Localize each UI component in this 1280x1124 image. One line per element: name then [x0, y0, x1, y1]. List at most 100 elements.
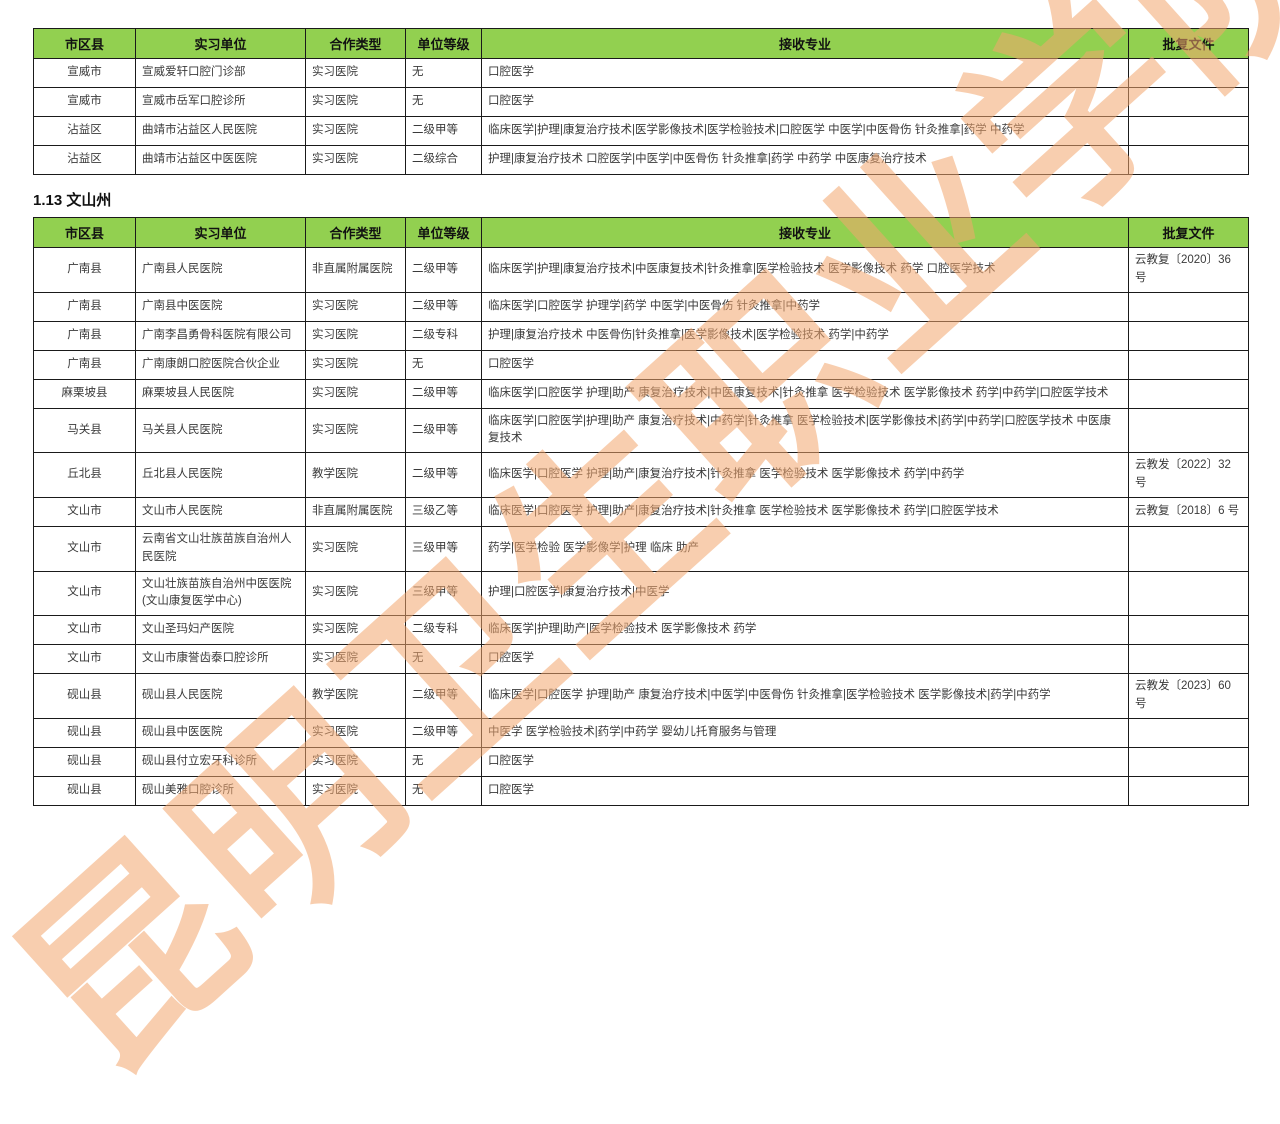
- cell-unit: 曲靖市沾益区人民医院: [135, 116, 306, 146]
- cell-level: 无: [405, 644, 482, 675]
- cell-type: 实习医院: [305, 644, 406, 675]
- cell-county: 砚山县: [33, 746, 136, 777]
- cell-type: 实习医院: [305, 775, 406, 806]
- cell-type: 实习医院: [305, 525, 406, 572]
- cell-majors: 口腔医学: [481, 775, 1129, 806]
- cell-county: 宣威市: [33, 87, 136, 117]
- cell-level: 二级甲等: [405, 673, 482, 719]
- cell-level: 三级甲等: [405, 570, 482, 617]
- cell-approval: [1128, 320, 1249, 351]
- cell-county: 砚山县: [33, 717, 136, 748]
- cell-majors: 临床医学|口腔医学|护理|助产 康复治疗技术|中药学|针灸推拿 医学检验技术|医…: [481, 407, 1129, 454]
- cell-type: 实习医院: [305, 407, 406, 454]
- cell-county: 砚山县: [33, 775, 136, 806]
- column-header: 实习单位: [135, 217, 306, 248]
- cell-approval: [1128, 746, 1249, 777]
- cell-type: 教学医院: [305, 452, 406, 498]
- cell-level: 无: [405, 87, 482, 117]
- column-header: 市区县: [33, 28, 136, 59]
- table-row: 广南县 广南康朗口腔医院合伙企业 实习医院无口腔医学: [33, 349, 1249, 380]
- cell-type: 实习医院: [305, 291, 406, 322]
- cell-level: 无: [405, 775, 482, 806]
- cell-approval: [1128, 58, 1249, 88]
- cell-majors: 临床医学|口腔医学 护理|助产|康复治疗技术|针灸推拿 医学检验技术 医学影像技…: [481, 452, 1129, 498]
- cell-county: 沾益区: [33, 116, 136, 146]
- cell-type: 实习医院: [305, 58, 406, 88]
- cell-type: 实习医院: [305, 87, 406, 117]
- cell-type: 教学医院: [305, 673, 406, 719]
- cell-county: 广南县: [33, 291, 136, 322]
- cell-level: 二级甲等: [405, 407, 482, 454]
- table-header-row: 市区县 实习单位 合作类型 单位等级 接收专业 批复文件: [33, 217, 1249, 248]
- table-row: 文山市 文山市人民医院 非直属附属医院 三级乙等 临床医学|口腔医学 护理|助产|康复治…: [33, 496, 1249, 527]
- cell-unit: 云南省文山壮族苗族自治州人民医院: [135, 525, 306, 572]
- cell-approval: 云教复〔2020〕36 号: [1128, 247, 1249, 293]
- cell-majors: 口腔医学: [481, 349, 1129, 380]
- cell-county: 马关县: [33, 407, 136, 454]
- table-header-row: 市区县 实习单位 合作类型 单位等级 接收专业 批复文件: [33, 28, 1249, 59]
- cell-level: 二级甲等: [405, 247, 482, 293]
- cell-majors: 口腔医学: [481, 87, 1129, 117]
- section-heading: 1.13 文山州: [33, 192, 112, 209]
- cell-type: 实习医院: [305, 320, 406, 351]
- cell-county: 文山市: [33, 525, 136, 572]
- cell-level: 二级甲等: [405, 452, 482, 498]
- table-row: 广南县 广南李昌勇骨科医院有限公司 实习医院 二级专科 护理|康复治疗技术 中医骨伤|针…: [33, 320, 1249, 351]
- cell-approval: [1128, 525, 1249, 572]
- cell-type: 非直属附属医院: [305, 247, 406, 293]
- cell-unit: 广南县中医医院: [135, 291, 306, 322]
- cell-unit: 麻栗坡县人民医院: [135, 378, 306, 409]
- cell-level: 二级专科: [405, 320, 482, 351]
- column-header: 接收专业: [481, 217, 1129, 248]
- cell-unit: 文山壮族苗族自治州中医医院(文山康复医学中心): [135, 570, 306, 617]
- cell-county: 宣威市: [33, 58, 136, 88]
- cell-majors: 口腔医学: [481, 644, 1129, 675]
- table-row: 砚山县 砚山县付立宏牙科诊所 实习医院无口腔医学: [33, 746, 1249, 777]
- cell-approval: [1128, 87, 1249, 117]
- table-row: 文山市 文山市康誉齿泰口腔诊所 实习医院无口腔医学: [33, 644, 1249, 675]
- cell-unit: 砚山县人民医院: [135, 673, 306, 719]
- cell-majors: 护理|口腔医学|康复治疗技术|中医学: [481, 570, 1129, 617]
- cell-majors: 药学|医学检验 医学影像学|护理 临床 助产: [481, 525, 1129, 572]
- cell-county: 文山市: [33, 570, 136, 617]
- column-header: 批复文件: [1128, 217, 1249, 248]
- cell-type: 实习医院: [305, 717, 406, 748]
- document-page: 市区县 实习单位 合作类型 单位等级 接收专业 批复文件 宣威市 宣威爱轩口腔门诊部 实习医院…: [33, 28, 1249, 806]
- cell-approval: [1128, 378, 1249, 409]
- cell-level: 二级甲等: [405, 291, 482, 322]
- cell-majors: 护理|康复治疗技术 中医骨伤|针灸推拿|医学影像技术|医学检验技术 药学|中药学: [481, 320, 1129, 351]
- cell-county: 沾益区: [33, 145, 136, 175]
- table-row: 砚山县 砚山县人民医院 教学医院 二级甲等 临床医学|口腔医学 护理|助产 康复治疗技术…: [33, 673, 1249, 719]
- cell-majors: 临床医学|口腔医学 护理|助产 康复治疗技术|中医康复技术|针灸推拿 医学检验技…: [481, 378, 1129, 409]
- cell-unit: 丘北县人民医院: [135, 452, 306, 498]
- column-header: 市区县: [33, 217, 136, 248]
- column-header: 单位等级: [405, 217, 482, 248]
- hospital-table-wenshan: 市区县 实习单位 合作类型 单位等级 接收专业 批复文件 广南县 广南县人民医院 非直属附属医…: [33, 217, 1249, 806]
- cell-unit: 广南康朗口腔医院合伙企业: [135, 349, 306, 380]
- cell-county: 文山市: [33, 496, 136, 527]
- column-header: 单位等级: [405, 28, 482, 59]
- cell-majors: 临床医学|口腔医学 护理|助产 康复治疗技术|中医学|中医骨伤 针灸推拿|医学检…: [481, 673, 1129, 719]
- cell-type: 实习医院: [305, 570, 406, 617]
- cell-level: 三级甲等: [405, 525, 482, 572]
- cell-unit: 广南县人民医院: [135, 247, 306, 293]
- column-header: 实习单位: [135, 28, 306, 59]
- cell-unit: 宣威市岳军口腔诊所: [135, 87, 306, 117]
- table-row: 文山市 文山圣玛妇产医院 实习医院 二级专科 临床医学|护理|助产|医学检验技术 医学影…: [33, 615, 1249, 646]
- table-row: 沾益区 曲靖市沾益区人民医院 实习医院 二级甲等 临床医学|护理|康复治疗技术|医学影像…: [33, 116, 1249, 146]
- table-row: 文山市 文山壮族苗族自治州中医医院(文山康复医学中心) 实习医院 三级甲等 护理|口腔医…: [33, 570, 1249, 617]
- cell-approval: [1128, 775, 1249, 806]
- cell-approval: [1128, 644, 1249, 675]
- column-header: 合作类型: [305, 28, 406, 59]
- cell-unit: 马关县人民医院: [135, 407, 306, 454]
- cell-approval: 云教发〔2023〕60 号: [1128, 673, 1249, 719]
- cell-unit: 砚山县付立宏牙科诊所: [135, 746, 306, 777]
- cell-majors: 临床医学|护理|助产|医学检验技术 医学影像技术 药学: [481, 615, 1129, 646]
- cell-majors: 口腔医学: [481, 58, 1129, 88]
- cell-county: 广南县: [33, 349, 136, 380]
- cell-unit: 砚山美雅口腔诊所: [135, 775, 306, 806]
- cell-type: 实习医院: [305, 615, 406, 646]
- cell-level: 二级甲等: [405, 378, 482, 409]
- column-header: 批复文件: [1128, 28, 1249, 59]
- cell-approval: [1128, 291, 1249, 322]
